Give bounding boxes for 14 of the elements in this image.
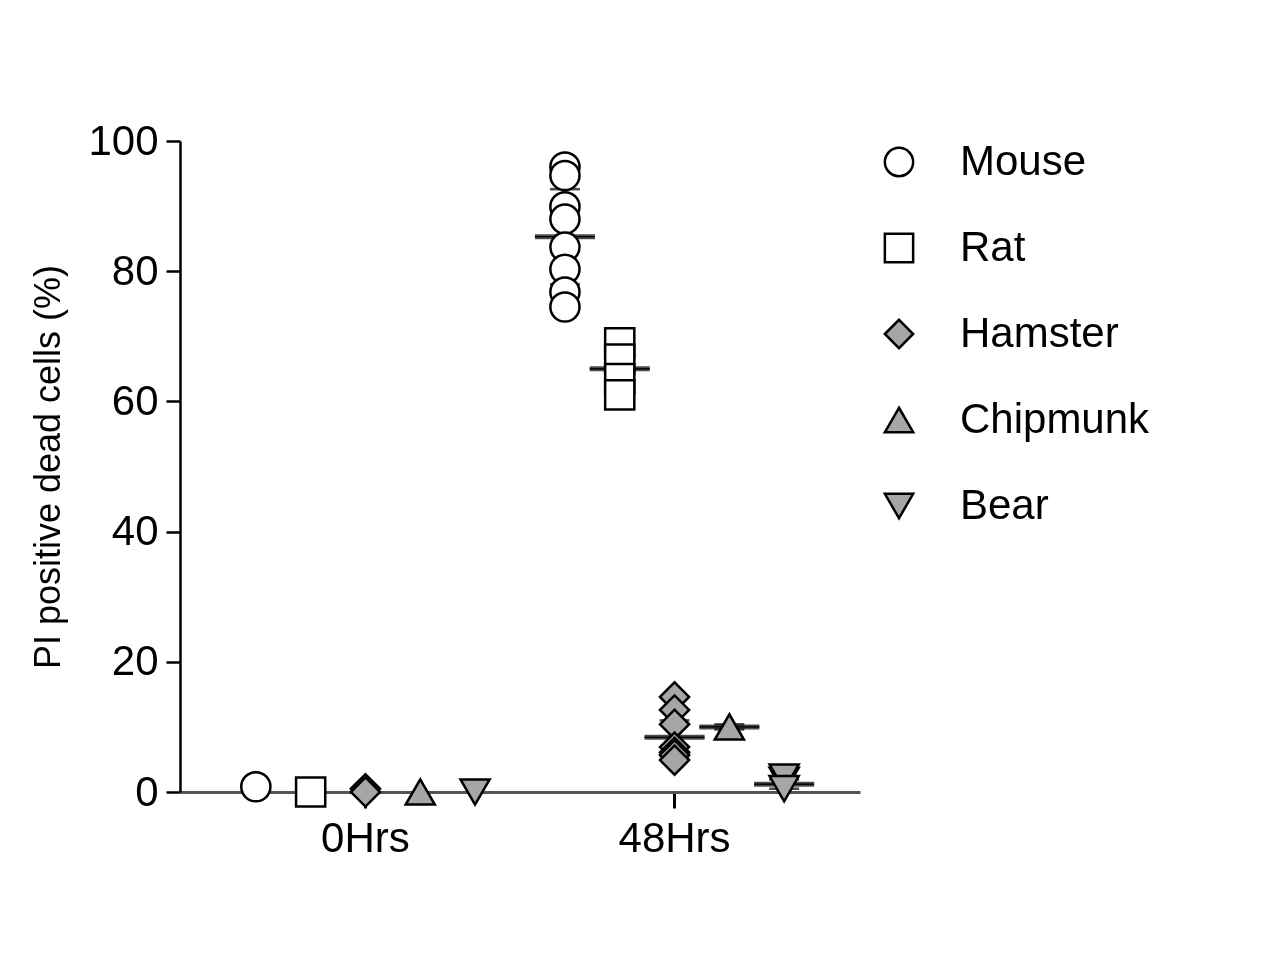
y-tick-label: 40 <box>111 507 159 555</box>
y-tick-label: 0 <box>135 767 159 815</box>
legend-label: Bear <box>960 481 1049 528</box>
x-tick-label: 48Hrs <box>618 813 731 861</box>
legend-label: Chipmunk <box>960 395 1151 442</box>
legend-label: Hamster <box>960 309 1119 356</box>
y-tick-label: 80 <box>111 246 159 294</box>
y-tick-label: 20 <box>111 637 159 685</box>
legend-label: Rat <box>960 223 1026 270</box>
y-axis-title: PI positive dead cells (%) <box>27 264 69 670</box>
x-tick-label: 0Hrs <box>321 813 410 861</box>
y-tick-label: 100 <box>88 116 159 164</box>
y-tick-label: 60 <box>111 376 159 424</box>
legend-label: Mouse <box>960 137 1087 184</box>
